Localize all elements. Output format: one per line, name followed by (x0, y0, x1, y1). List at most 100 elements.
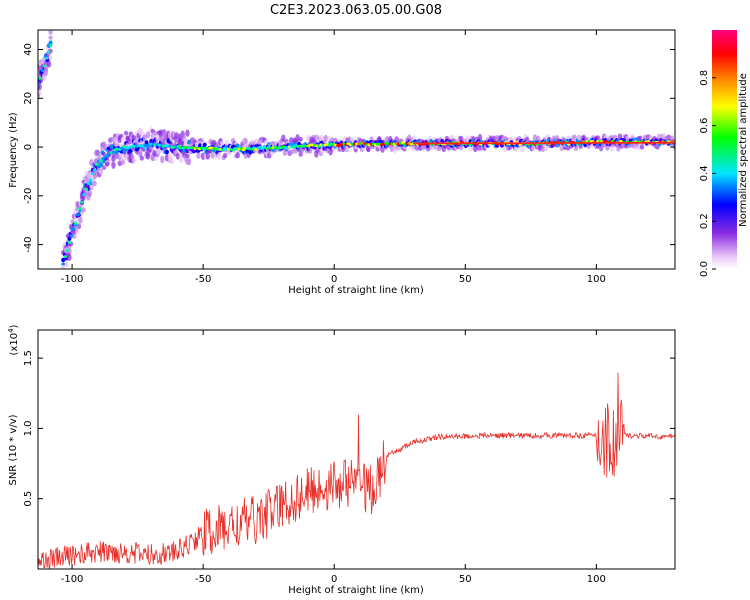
snr-y-tick-label: 1.0 (23, 420, 34, 436)
snr-y-tick-label: 1.5 (23, 350, 34, 366)
spectrogram-halo-cell (153, 156, 159, 162)
colorbar-tick-label: 0.2 (699, 213, 710, 229)
spectrogram-halo-cell (222, 152, 228, 159)
spectrogram-core-cell (67, 241, 72, 244)
colorbar-tick-label: 0.4 (699, 165, 710, 181)
snr-y-axis-title: SNR (10 * v/v) (8, 414, 19, 485)
spectrogram-halo-cell (263, 140, 269, 147)
spectrogram-halo-cell (639, 144, 645, 150)
spectrogram-x-tick-label: -50 (195, 274, 211, 285)
spectrogram-halo-cell (81, 207, 86, 213)
spectrogram-halo-cell (199, 137, 204, 143)
spectrogram-core-cell (61, 262, 65, 266)
spectrogram-halo-cell (101, 151, 107, 157)
spectrogram-x-ticks: -100 -50 0 50 100 (61, 30, 606, 285)
spectrogram-y-tick-label: -20 (23, 188, 34, 204)
spectrogram-x-tick-label: -100 (61, 274, 84, 285)
spectrogram-halo-cell (219, 141, 225, 146)
snr-x-ticks: -100 -50 0 50 100 (61, 330, 606, 585)
spectrogram-halo-cell (120, 136, 126, 142)
spectrogram-y-tick-label: -40 (23, 236, 34, 252)
spectrogram-core-cell (80, 200, 84, 204)
spectrogram-halo-cell (169, 157, 174, 165)
spectrogram-halo-cell (76, 223, 82, 229)
spectrogram-marks (38, 30, 675, 269)
spectrogram-halo-cell (156, 148, 162, 155)
spectrogram-halo-cell (127, 137, 132, 145)
spectrogram-halo-cell (150, 128, 156, 134)
spectrogram-x-axis-title: Height of straight line (km) (288, 285, 424, 296)
spectrogram-halo-cell (160, 155, 165, 164)
spectrogram-halo-cell (145, 131, 151, 139)
spectrogram-halo-cell (78, 216, 83, 224)
spectrogram-halo-cell (87, 189, 93, 198)
svg-text:(x104): (x104) (7, 324, 20, 355)
spectrogram-halo-cell (186, 158, 192, 166)
spectrogram-halo-cell (123, 130, 129, 136)
spectrogram-core-cell (90, 172, 95, 176)
spectrogram-halo-cell (75, 227, 80, 235)
spectrogram-halo-cell (160, 136, 165, 144)
spectrogram-core-cell (71, 227, 76, 231)
spectrogram-halo-cell (46, 60, 52, 68)
spectrogram-core-cell (86, 182, 91, 185)
snr-multiplier-exponent: 4 (7, 328, 15, 333)
spectrogram-halo-cell (64, 262, 69, 268)
spectrogram-mid-cell (48, 40, 53, 45)
spectrogram-halo-cell (38, 82, 42, 91)
spectrogram-y-tick-label: 40 (23, 43, 34, 56)
spectrogram-halo-cell (131, 157, 137, 164)
spectrogram-mid-cell (202, 142, 207, 148)
spectrogram-mid-cell (61, 257, 66, 263)
spectrogram-halo-cell (95, 149, 100, 156)
snr-frame (37, 329, 676, 570)
colorbar-gradient (712, 30, 737, 269)
spectrogram-halo-cell (92, 180, 97, 187)
snr-x-tick-label: 0 (331, 574, 337, 585)
spectrogram-halo-cell (67, 253, 72, 262)
spectrogram-halo-cell (196, 152, 201, 159)
spectrogram-halo-cell (139, 155, 145, 161)
spectrogram-halo-cell (535, 135, 541, 143)
spectrogram-core-cell (82, 193, 86, 196)
spectrogram-core-cell (44, 56, 49, 60)
spectrogram-halo-cell (138, 128, 143, 135)
spectrogram-halo-cell (224, 139, 229, 147)
spectrogram-core-cell (94, 163, 99, 166)
colorbar-tick-label: 0.8 (699, 70, 710, 86)
spectrogram-core-cell (88, 178, 93, 182)
spectrogram-halo-cell (205, 153, 211, 160)
spectrogram-core-cell (69, 234, 74, 238)
spectrogram-halo-cell (149, 145, 154, 151)
spectrogram-core-cell (42, 64, 47, 68)
snr-background (38, 330, 675, 569)
snr-panel: -100 -50 0 50 100 0.5 1.0 1.5 Height of straig… (7, 324, 676, 596)
spectrogram-core-cell (76, 213, 80, 217)
spectrogram-core-cell (40, 69, 44, 72)
spectrogram-core-cell (105, 154, 110, 158)
spectrogram-halo-cell (145, 153, 151, 160)
spectrogram-halo-cell (48, 35, 53, 40)
snr-x-tick-label: 50 (459, 574, 472, 585)
spectrogram-core-cell (84, 187, 89, 191)
spectrogram-mid-cell (144, 140, 149, 145)
spectrogram-halo-cell (43, 66, 49, 73)
colorbar: 0.0 0.2 0.4 0.6 0.8 Normalized spectral ampl… (699, 30, 749, 277)
spectrogram-mid-cell (98, 162, 103, 168)
spectrogram-core-cell (65, 248, 70, 252)
spectrogram-halo-cell (185, 153, 190, 159)
spectrogram-frame (37, 29, 676, 270)
figure-title: C2E3.2023.063.05.00.G08 (270, 3, 442, 18)
spectrogram-y-tick-label: 0 (23, 144, 34, 150)
colorbar-tick-label: 0.0 (699, 261, 710, 277)
spectrogram-x-tick-label: 100 (587, 274, 606, 285)
spectrogram-core-cell (78, 207, 82, 210)
spectrogram-core-cell (92, 168, 97, 172)
spectrogram-halo-cell (565, 145, 571, 151)
spectrogram-halo-cell (281, 134, 286, 143)
spectrogram-halo-cell (520, 145, 525, 153)
spectrogram-halo-cell (138, 149, 143, 156)
spectrogram-core-cell (63, 255, 68, 259)
spectrogram-x-tick-label: 0 (331, 274, 337, 285)
